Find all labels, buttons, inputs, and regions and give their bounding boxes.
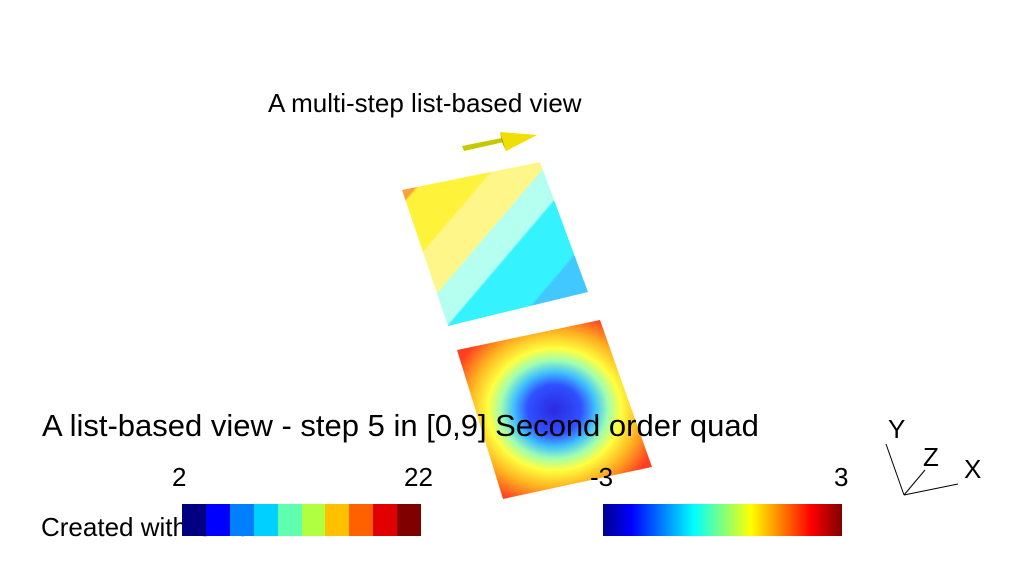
vector-arrow — [462, 132, 537, 151]
lower-quad-surface — [457, 320, 652, 499]
axis-x-label: X — [964, 454, 982, 484]
view-title-main: A list-based view - step 5 in [0,9] Seco… — [42, 408, 759, 443]
scale-swatch — [253, 504, 278, 536]
scale-swatch — [397, 504, 422, 536]
left-scale-min-label: 2 — [172, 462, 187, 492]
axis-gizmo — [885, 443, 959, 496]
scale-swatch — [301, 504, 326, 536]
axis-y-label: Y — [888, 414, 906, 444]
scale-swatch — [349, 504, 374, 536]
scale-swatch — [205, 504, 230, 536]
scale-swatch — [182, 504, 206, 536]
right-scale-max-label: 3 — [834, 462, 849, 492]
right-color-scale — [603, 504, 842, 536]
scale-swatch — [277, 504, 302, 536]
scale-swatch — [373, 504, 398, 536]
left-scale-max-label: 22 — [404, 462, 433, 492]
upper-quad-surface — [402, 162, 588, 326]
right-scale-min-label: -3 — [590, 462, 614, 492]
left-color-scale — [182, 504, 422, 536]
view-title-top: A multi-step list-based view — [268, 88, 582, 118]
axis-z-label: Z — [923, 442, 939, 472]
scale-swatch — [325, 504, 350, 536]
scale-swatch — [229, 504, 254, 536]
